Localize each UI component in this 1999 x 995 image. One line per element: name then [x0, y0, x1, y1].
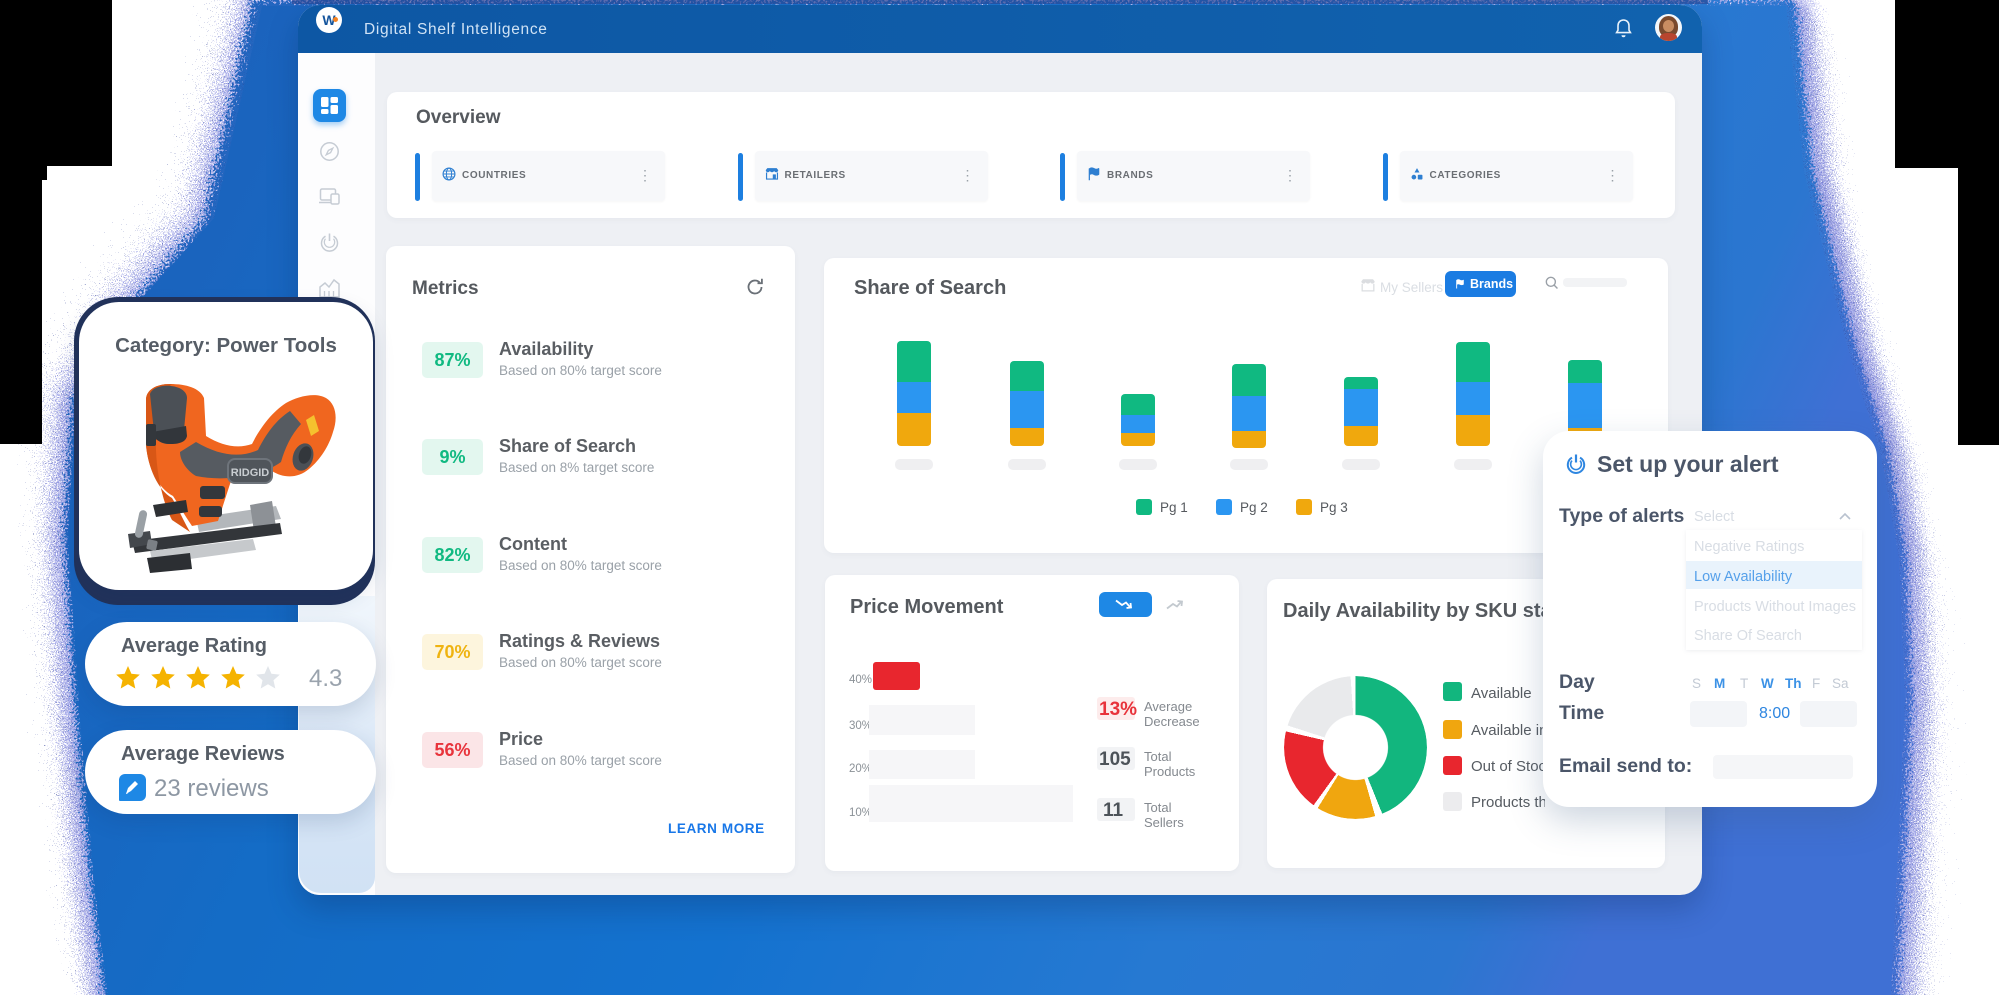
svg-text:RIDGID: RIDGID: [231, 467, 270, 479]
svg-text:4.3: 4.3: [309, 665, 342, 692]
